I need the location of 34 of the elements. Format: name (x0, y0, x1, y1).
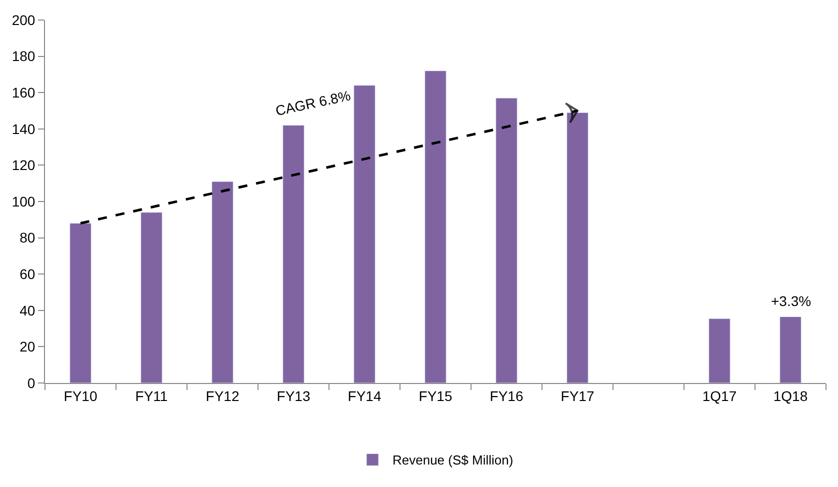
x-tick-label: FY12 (206, 388, 240, 404)
x-tick-label: FY14 (348, 388, 382, 404)
annotation: +3.3% (771, 293, 812, 309)
y-tick-label: 120 (12, 157, 36, 174)
x-tick-label: FY15 (418, 388, 452, 404)
bar (566, 112, 588, 383)
bar (496, 98, 518, 383)
x-tick-label: 1Q17 (702, 388, 737, 404)
x-tick-label: FY16 (490, 388, 524, 404)
y-tick-label: 100 (12, 193, 36, 210)
bar (212, 181, 234, 383)
y-tick-label: 140 (12, 120, 36, 137)
bar (70, 223, 92, 383)
y-tick-label: 180 (12, 48, 36, 64)
y-tick-label: 200 (12, 12, 36, 28)
x-tick-label: FY17 (560, 388, 594, 404)
y-tick-label: 20 (20, 338, 36, 355)
bar (354, 85, 376, 383)
x-tick-label: FY13 (276, 388, 310, 404)
x-tick-label: FY10 (64, 388, 98, 404)
legend-label: Revenue (S$ Million) (392, 452, 514, 468)
x-tick-label: FY11 (135, 388, 168, 404)
bar (140, 212, 162, 383)
y-tick-label: 0 (27, 374, 36, 391)
annotation: CAGR 6.8% (274, 87, 352, 119)
bar (708, 318, 730, 383)
x-tick-label: 1Q18 (773, 388, 808, 404)
bar (780, 316, 802, 383)
y-tick-label: 80 (20, 230, 36, 246)
y-tick-label: 60 (20, 266, 36, 282)
y-tick-label: 40 (20, 302, 36, 318)
y-tick-label: 160 (12, 84, 36, 100)
bar (424, 70, 446, 383)
bar (282, 125, 304, 383)
